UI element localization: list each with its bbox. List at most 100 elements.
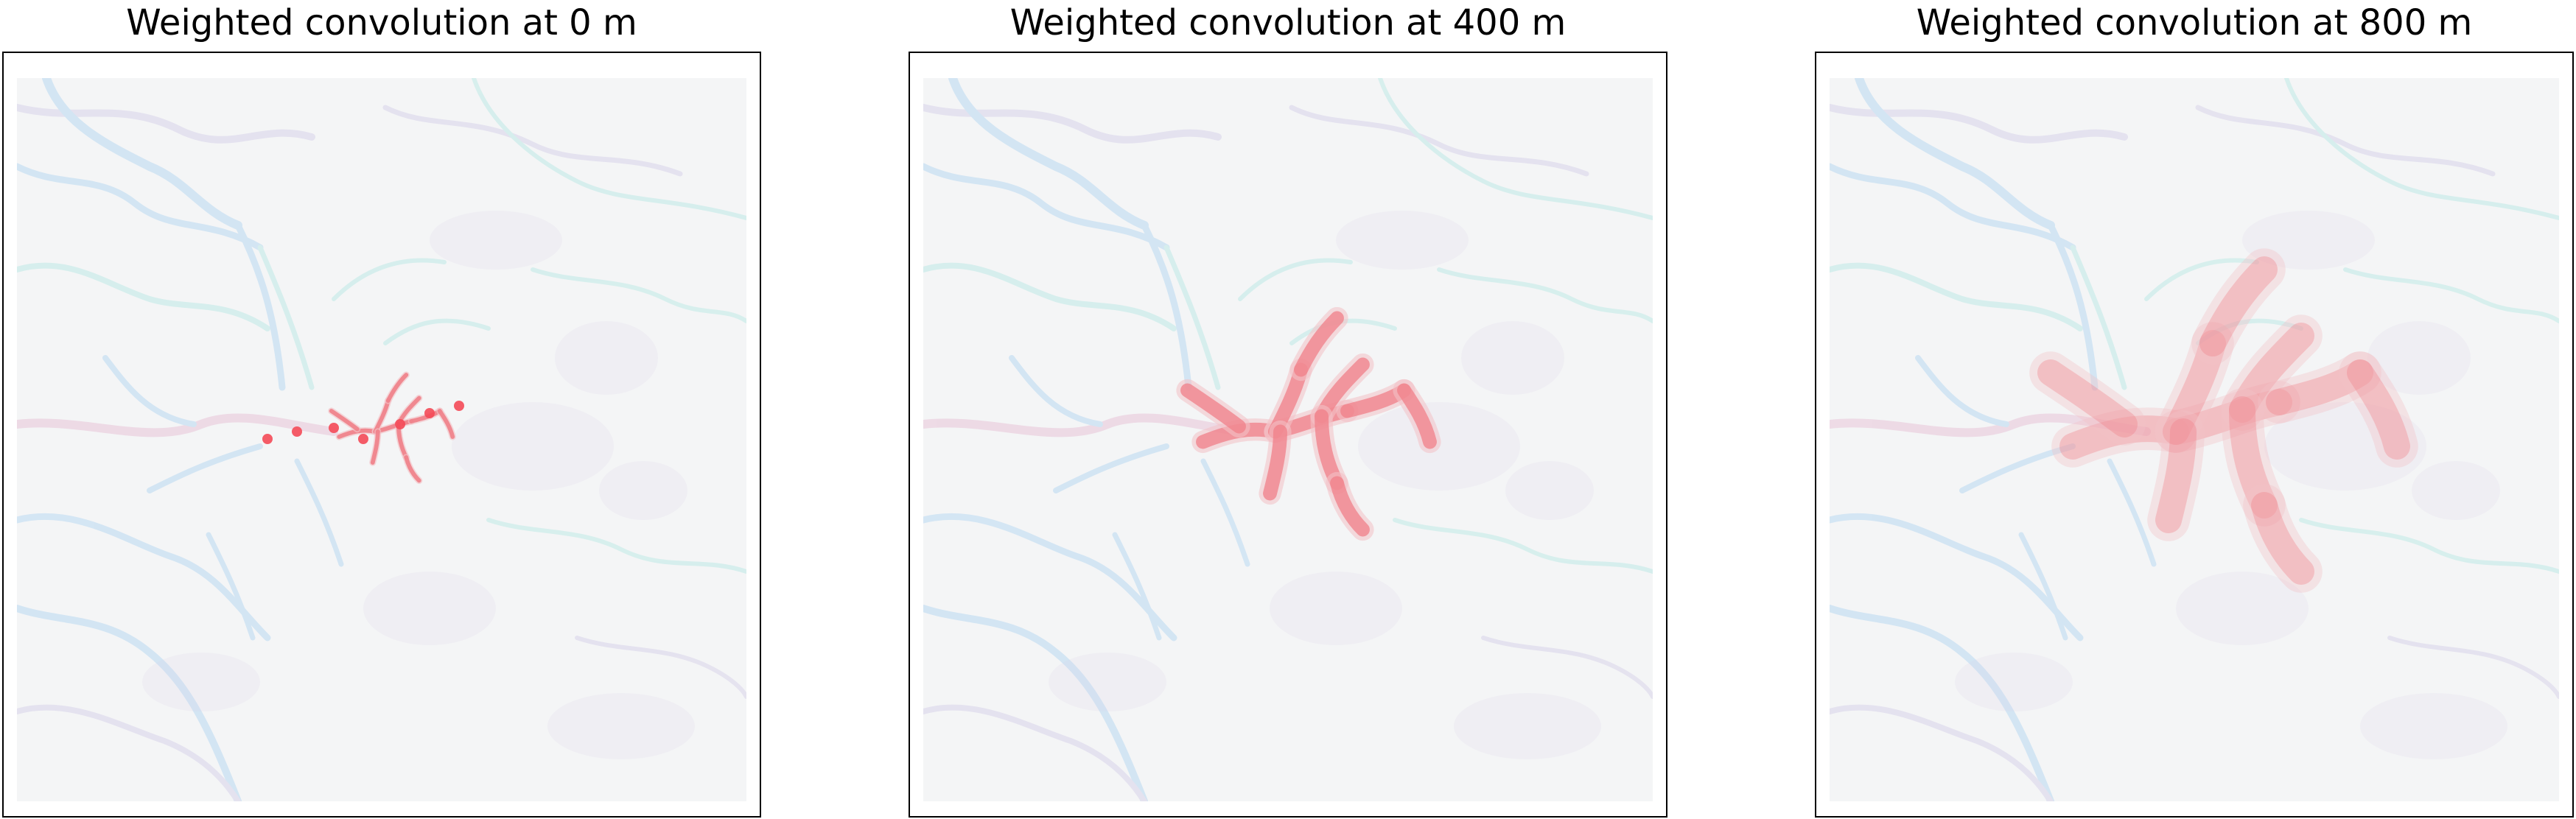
channel-line [531, 267, 746, 323]
convolution-channel [385, 373, 409, 403]
channel-line [1915, 355, 2009, 427]
convolution-channel [2229, 323, 2314, 423]
convolution-channel [370, 429, 380, 465]
convolution-channel [1330, 476, 1370, 537]
peak-spot [424, 408, 435, 418]
terrain-blob [2367, 321, 2471, 395]
convolution-channel [2229, 396, 2278, 519]
channel-line [2018, 532, 2068, 641]
channel-line [1200, 458, 1250, 567]
channel-line [2196, 318, 2303, 345]
channel-line [2284, 78, 2559, 220]
map-frame [1815, 52, 2574, 818]
convolution-channel [437, 409, 455, 439]
channel-line [383, 318, 491, 345]
peak-spot [454, 401, 464, 411]
terrain-blob [599, 461, 687, 520]
convolution-halo [2191, 248, 2286, 365]
channel-line [1238, 258, 1353, 301]
channel-line [2387, 636, 2559, 699]
peak-spot [292, 426, 302, 437]
channel-line [2195, 105, 2496, 177]
terrain-blob [1270, 572, 1402, 645]
channel-line [2343, 267, 2559, 323]
convolution-halo [2155, 322, 2234, 453]
channel-line [1009, 355, 1103, 427]
channel-line [1959, 443, 2076, 493]
channel-line [1378, 78, 1653, 220]
convolution-halo [2221, 388, 2286, 527]
channel-line [923, 262, 1177, 331]
channel-line [1830, 704, 2054, 801]
map-background [17, 78, 746, 801]
channel-line [1163, 245, 1221, 390]
channel-line [923, 163, 1170, 251]
terrain-blob [547, 693, 695, 759]
terrain-blob [1461, 321, 1564, 395]
channel-line [2299, 518, 2559, 574]
convolution-channel [1263, 424, 1287, 501]
convolution-channel [2347, 359, 2410, 460]
convolution-channel [1294, 311, 1344, 377]
terrain-blob [2412, 461, 2500, 520]
channel-line [17, 605, 242, 801]
panel-400m: Weighted convolution at 400 m [909, 0, 1667, 819]
convolution-halo [2258, 351, 2381, 423]
terrain-map [17, 78, 746, 801]
channel-line [147, 443, 263, 493]
map-frame [909, 52, 1667, 818]
terrain-blob [363, 572, 496, 645]
channel-line [472, 78, 746, 220]
channel-line [2047, 222, 2099, 391]
terrain-blob [2242, 211, 2375, 270]
panel-title: Weighted convolution at 0 m [126, 2, 637, 43]
channel-line [1481, 636, 1653, 699]
channel-network [1830, 78, 2559, 801]
convolution-halo [2155, 381, 2300, 453]
convolution-zone [2029, 248, 2418, 593]
convolution-channel [1397, 383, 1437, 449]
convolution-zone [1176, 306, 1441, 541]
convolution-channel [2059, 415, 2189, 460]
convolution-channel [2163, 330, 2226, 445]
convolution-halo [2243, 484, 2323, 593]
channel-line [2144, 258, 2259, 301]
channel-line [1830, 262, 2083, 331]
terrain-map [1830, 78, 2559, 801]
channel-line [42, 78, 242, 230]
channel-line [294, 458, 344, 567]
terrain-blob [452, 402, 614, 491]
convolution-channel [2266, 359, 2373, 415]
channel-network [17, 78, 746, 801]
peak-spot [329, 423, 339, 433]
channel-line [1141, 222, 1192, 391]
convolution-halo [2051, 407, 2197, 468]
map-background [1830, 78, 2559, 801]
terrain-blob [1955, 653, 2073, 711]
channel-line [1830, 413, 2151, 437]
peak-spot [262, 434, 273, 444]
terrain-blob [555, 321, 658, 395]
convolution-channel [2199, 256, 2278, 356]
channel-line [948, 78, 1149, 230]
panel-title: Weighted convolution at 400 m [1009, 2, 1567, 43]
channel-line [923, 413, 1245, 437]
panel-title: Weighted convolution at 800 m [1916, 2, 2473, 43]
convolution-channel [404, 455, 421, 483]
terrain-blob [1505, 461, 1594, 520]
channel-line [234, 222, 286, 391]
channel-line [17, 163, 264, 251]
terrain-blob [1454, 693, 1601, 759]
convolution-halo [2029, 351, 2146, 446]
convolution-halo [2221, 314, 2323, 431]
terrain-blob [430, 211, 562, 270]
terrain-blob [1049, 653, 1166, 711]
channel-line [1112, 532, 1162, 641]
convolution-channel [2155, 418, 2197, 533]
channel-line [1393, 518, 1653, 574]
convolution-halo [2339, 351, 2418, 468]
terrain-blob [2264, 402, 2426, 491]
peak-spot [358, 434, 368, 444]
channel-line [1053, 443, 1169, 493]
channel-line [17, 413, 338, 437]
